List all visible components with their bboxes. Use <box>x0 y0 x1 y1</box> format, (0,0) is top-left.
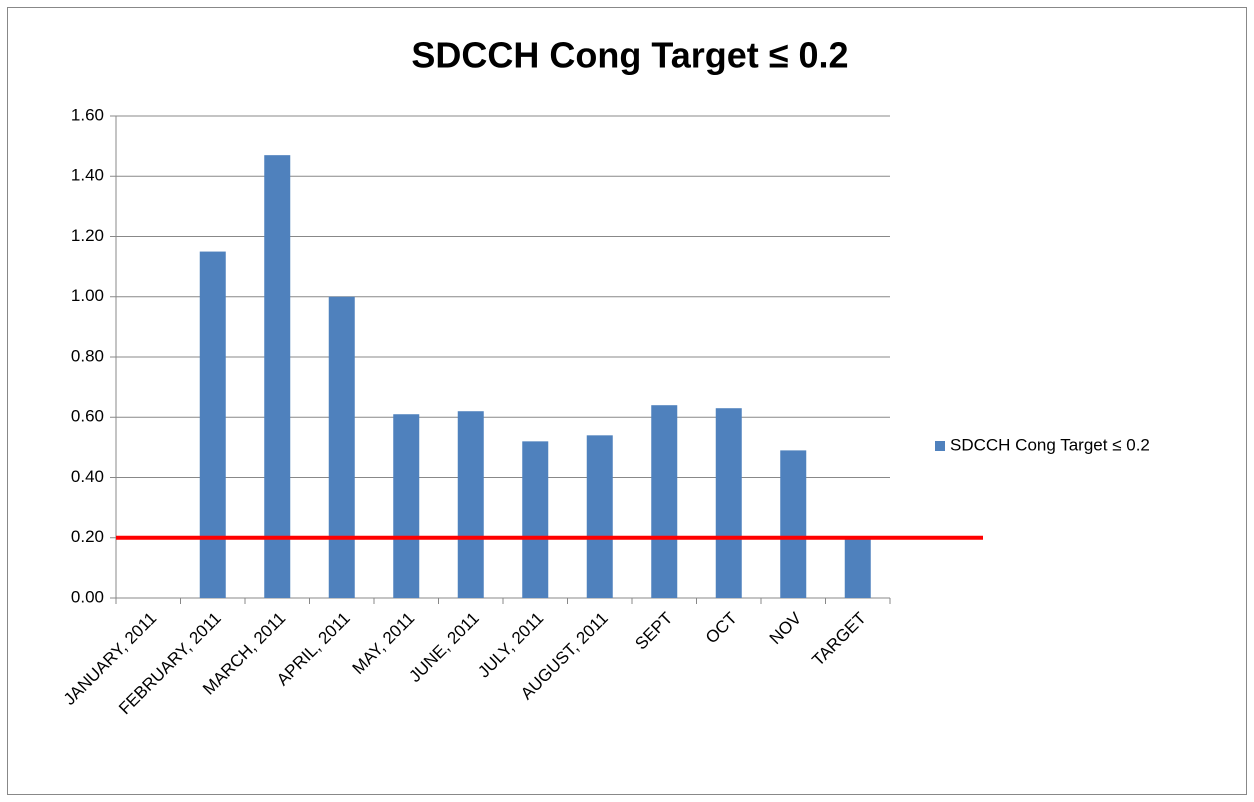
bar <box>393 414 420 598</box>
y-tick-label: 1.20 <box>71 226 104 245</box>
y-tick-label: 0.80 <box>71 346 104 365</box>
bar <box>586 435 613 598</box>
bar <box>522 441 549 598</box>
chart-title: SDCCH Cong Target ≤ 0.2 <box>411 35 848 76</box>
bar <box>328 296 355 598</box>
bar <box>715 408 742 598</box>
y-tick-label: 1.60 <box>71 105 104 124</box>
bar <box>457 411 484 598</box>
y-tick-label: 0.40 <box>71 467 104 486</box>
bar <box>844 537 871 598</box>
bar <box>199 251 226 598</box>
y-tick-label: 1.40 <box>71 166 104 185</box>
y-tick-label: 1.00 <box>71 286 104 305</box>
legend-label: SDCCH Cong Target ≤ 0.2 <box>950 435 1150 454</box>
bar <box>651 405 678 598</box>
bar <box>780 450 807 598</box>
y-tick-label: 0.60 <box>71 407 104 426</box>
y-tick-label: 0.20 <box>71 527 104 546</box>
y-tick-label: 0.00 <box>71 587 104 606</box>
legend-swatch <box>935 441 945 451</box>
bar <box>264 155 291 598</box>
chart-border <box>7 7 1247 795</box>
